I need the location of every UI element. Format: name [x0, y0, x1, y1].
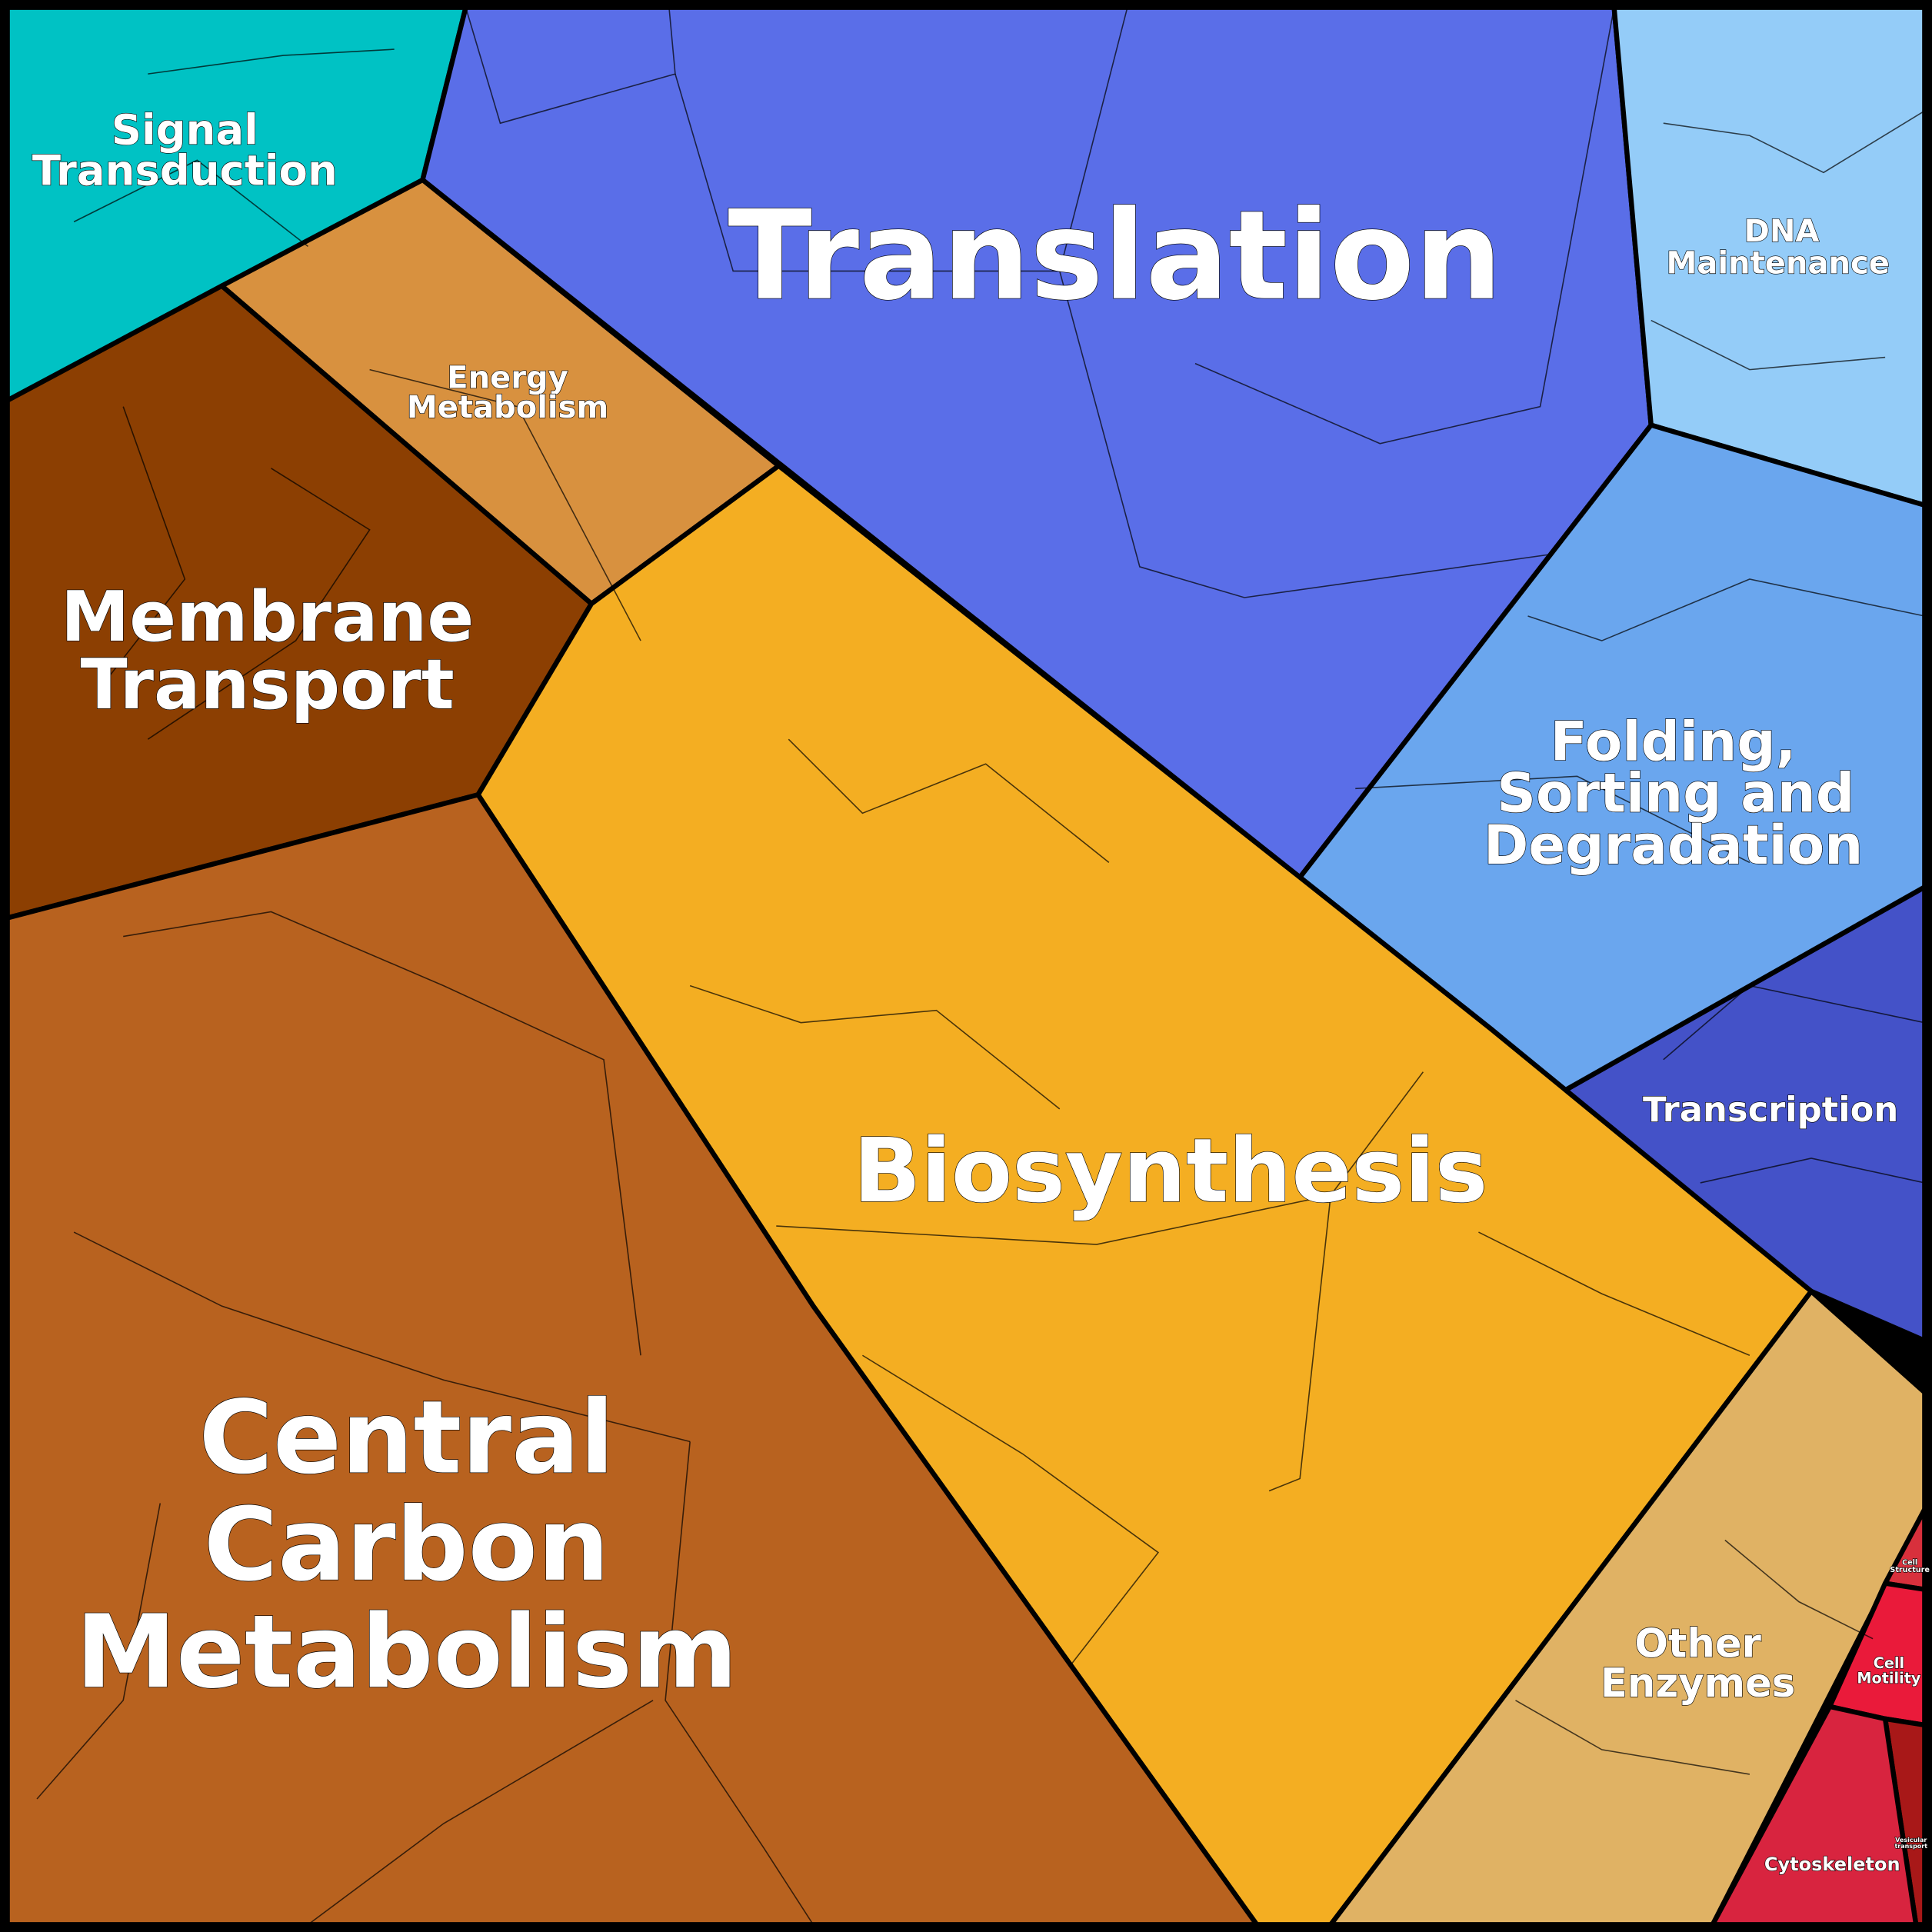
label-vesicular-transport: Vesicular transport — [1894, 1837, 1927, 1850]
region-other-enzymes — [1328, 1288, 1927, 1927]
label-cell-structure: Cell Structure — [1890, 1559, 1930, 1575]
region-cytoskeleton — [1710, 1704, 1919, 1927]
label-cell-motility: Cell Motility — [1857, 1654, 1920, 1687]
label-translation: Translation — [728, 184, 1502, 328]
label-transcription: Transcription — [1643, 1089, 1898, 1130]
label-folding: Folding, Sorting and Degradation — [1484, 710, 1863, 877]
region-biosynthesis — [475, 463, 1814, 1927]
subcell-lines — [36, 7, 1925, 1926]
label-signal-transduction: Signal Transduction — [32, 105, 338, 195]
region-central-carbon — [5, 792, 1260, 1927]
label-cytoskeleton: Cytoskeleton — [1764, 1854, 1900, 1875]
label-energy-metabolism: Energy Metabolism — [407, 361, 608, 425]
label-biosynthesis: Biosynthesis — [854, 1120, 1488, 1223]
label-other-enzymes: Other Enzymes — [1601, 1621, 1795, 1707]
label-dna-maintenance: DNA Maintenance — [1667, 214, 1890, 281]
label-membrane-transport: Membrane Transport — [61, 578, 474, 725]
label-central-carbon: Central Carbon Metabolism — [75, 1378, 738, 1710]
